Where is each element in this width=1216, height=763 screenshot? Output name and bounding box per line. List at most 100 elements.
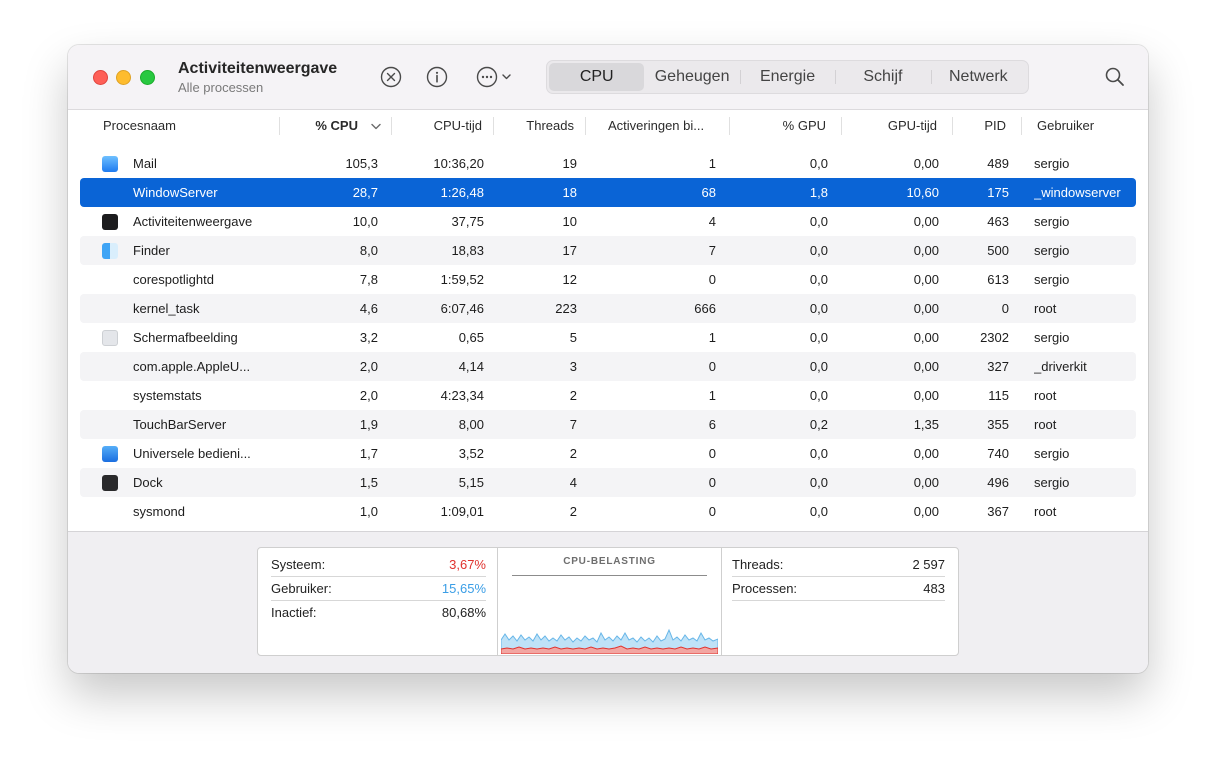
column-divider[interactable] xyxy=(841,117,842,135)
table-row[interactable]: Schermafbeelding 3,2 0,65 5 1 0,0 0,00 2… xyxy=(80,323,1136,352)
column-header-name[interactable]: Procesnaam xyxy=(103,118,176,133)
table-row[interactable]: Activiteitenweergave 10,0 37,75 10 4 0,0… xyxy=(80,207,1136,236)
cell-process-name: Finder xyxy=(133,243,170,258)
column-divider[interactable] xyxy=(1021,117,1022,135)
cell-cpu: 8,0 xyxy=(359,243,378,258)
cell-cpu-time: 1:59,52 xyxy=(440,272,484,287)
table-row[interactable]: Universele bedieni... 1,7 3,52 2 0 0,0 0… xyxy=(80,439,1136,468)
processes-value: 483 xyxy=(923,581,945,596)
cell-threads: 18 xyxy=(562,185,577,200)
cpu-summary-footer: Systeem: 3,67% Gebruiker: 15,65% Inactie… xyxy=(68,531,1148,673)
column-header-pid[interactable]: PID xyxy=(984,118,1006,133)
column-header-cpu-time[interactable]: CPU-tijd xyxy=(433,118,482,133)
cell-pid: 489 xyxy=(987,156,1009,171)
column-divider[interactable] xyxy=(585,117,586,135)
zoom-window-button[interactable] xyxy=(140,70,155,85)
threads-label: Threads: xyxy=(732,557,784,572)
column-header-threads[interactable]: Threads xyxy=(526,118,574,133)
table-row[interactable]: kernel_task 4,6 6:07,46 223 666 0,0 0,00… xyxy=(80,294,1136,323)
cell-gpu-time: 0,00 xyxy=(913,446,939,461)
cell-gpu: 0,0 xyxy=(809,272,828,287)
cell-pid: 613 xyxy=(987,272,1009,287)
more-actions-menu[interactable] xyxy=(476,66,520,88)
column-divider[interactable] xyxy=(952,117,953,135)
cell-threads: 19 xyxy=(562,156,577,171)
cell-user: root xyxy=(1034,504,1057,519)
cell-process-name: corespotlightd xyxy=(133,272,214,287)
column-header-user[interactable]: Gebruiker xyxy=(1037,118,1095,133)
column-header-gpu[interactable]: % GPU xyxy=(782,118,826,133)
stop-process-button[interactable] xyxy=(380,66,402,88)
column-header-wakeups[interactable]: Activeringen bi... xyxy=(608,118,705,133)
window-subtitle: Alle processen xyxy=(178,80,264,95)
cell-threads: 12 xyxy=(562,272,577,287)
cell-cpu-time: 8,00 xyxy=(458,417,484,432)
activity-monitor-app-icon xyxy=(102,214,118,230)
cell-user: sergio xyxy=(1034,243,1070,258)
cell-cpu-time: 1:26,48 xyxy=(440,185,484,200)
user-label: Gebruiker: xyxy=(271,581,332,596)
cell-process-name: com.apple.AppleU... xyxy=(133,359,251,374)
graph-title-divider xyxy=(512,575,707,576)
cell-cpu-time: 3,52 xyxy=(458,446,484,461)
column-divider[interactable] xyxy=(391,117,392,135)
cell-gpu-time: 0,00 xyxy=(913,504,939,519)
cell-user: sergio xyxy=(1034,475,1070,490)
threads-value: 2 597 xyxy=(912,557,945,572)
system-label: Systeem: xyxy=(271,557,326,572)
process-table: Mail 105,3 10:36,20 19 1 0,0 0,00 489 se… xyxy=(80,149,1136,531)
table-header: Procesnaam % CPU CPU-tijd Threads Active… xyxy=(68,110,1148,142)
cell-cpu: 3,2 xyxy=(359,330,378,345)
table-row[interactable]: com.apple.AppleU... 2,0 4,14 3 0 0,0 0,0… xyxy=(80,352,1136,381)
window-title: Activiteitenweergave xyxy=(178,60,338,77)
ellipsis-circle-icon xyxy=(476,66,511,88)
idle-label: Inactief: xyxy=(271,605,317,620)
table-row[interactable]: Dock 1,5 5,15 4 0 0,0 0,00 496 sergio xyxy=(80,468,1136,497)
column-header-cpu[interactable]: % CPU xyxy=(315,118,358,133)
cell-user: root xyxy=(1034,388,1057,403)
column-header-gpu-time[interactable]: GPU-tijd xyxy=(887,118,937,133)
table-row[interactable]: WindowServer 28,7 1:26,48 18 68 1,8 10,6… xyxy=(80,178,1136,207)
sort-descending-icon[interactable] xyxy=(371,123,381,130)
cell-user: sergio xyxy=(1034,156,1070,171)
cell-process-name: systemstats xyxy=(133,388,202,403)
user-value: 15,65% xyxy=(441,581,486,596)
processes-stat: Processen: 483 xyxy=(732,577,945,601)
cell-process-name: WindowServer xyxy=(133,185,218,200)
cell-wakeups: 7 xyxy=(708,243,716,258)
tab-network[interactable]: Netwerk xyxy=(930,63,1026,91)
cell-pid: 463 xyxy=(987,214,1009,229)
tab-cpu[interactable]: CPU xyxy=(549,63,645,91)
table-row[interactable]: TouchBarServer 1,9 8,00 7 6 0,2 1,35 355… xyxy=(80,410,1136,439)
cell-process-name: Dock xyxy=(133,475,163,490)
activity-monitor-window: Activiteitenweergave Alle processen xyxy=(68,45,1148,673)
minimize-window-button[interactable] xyxy=(116,70,131,85)
cell-user: _windowserver xyxy=(1034,185,1121,200)
tab-memory[interactable]: Geheugen xyxy=(654,68,730,85)
cell-pid: 496 xyxy=(987,475,1009,490)
cell-cpu: 7,8 xyxy=(359,272,378,287)
cell-wakeups: 0 xyxy=(708,446,716,461)
cell-gpu-time: 0,00 xyxy=(913,156,939,171)
cpu-load-graph: CPU-BELASTING xyxy=(497,548,722,655)
cell-threads: 3 xyxy=(569,359,577,374)
inspect-process-button[interactable] xyxy=(426,66,448,88)
cell-threads: 223 xyxy=(555,301,577,316)
table-row[interactable]: Finder 8,0 18,83 17 7 0,0 0,00 500 sergi… xyxy=(80,236,1136,265)
close-window-button[interactable] xyxy=(93,70,108,85)
cpu-load-sparkline xyxy=(501,628,718,654)
table-row[interactable]: sysmond 1,0 1:09,01 2 0 0,0 0,00 367 roo… xyxy=(80,497,1136,526)
table-row[interactable]: Mail 105,3 10:36,20 19 1 0,0 0,00 489 se… xyxy=(80,149,1136,178)
column-divider[interactable] xyxy=(729,117,730,135)
tab-disk[interactable]: Schijf xyxy=(835,63,930,91)
cell-user: sergio xyxy=(1034,446,1070,461)
search-button[interactable] xyxy=(1104,66,1126,88)
cell-gpu: 1,8 xyxy=(809,185,828,200)
cell-process-name: Schermafbeelding xyxy=(133,330,238,345)
table-row[interactable]: systemstats 2,0 4:23,34 2 1 0,0 0,00 115… xyxy=(80,381,1136,410)
column-divider[interactable] xyxy=(279,117,280,135)
tab-energy[interactable]: Energie xyxy=(739,63,835,91)
table-row[interactable]: corespotlightd 7,8 1:59,52 12 0 0,0 0,00… xyxy=(80,265,1136,294)
cell-cpu: 10,0 xyxy=(352,214,378,229)
column-divider[interactable] xyxy=(493,117,494,135)
